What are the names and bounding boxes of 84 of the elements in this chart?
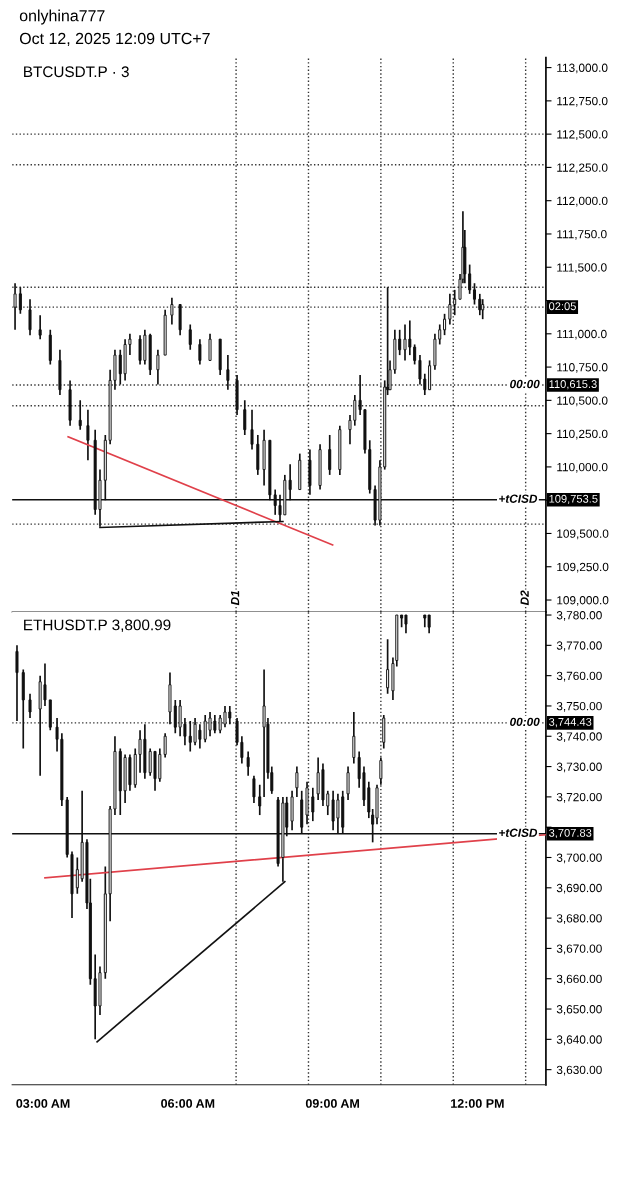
y-tick-label: 3,670.00 xyxy=(556,944,602,955)
candlestick xyxy=(418,354,422,386)
candlestick xyxy=(38,314,42,340)
candlestick xyxy=(404,614,408,635)
candlestick xyxy=(250,408,254,451)
y-tick-label: 3,660.00 xyxy=(556,974,602,985)
ref-line-label: 109,753.5 xyxy=(549,494,598,505)
y-tick-label: 3,730.00 xyxy=(556,762,602,773)
y-tick-label: 110,250.0 xyxy=(557,429,608,440)
y-tick-label: 109,000.0 xyxy=(557,596,609,606)
candlestick xyxy=(246,750,250,777)
y-tick-label: 3,720.00 xyxy=(556,792,602,803)
y-tick-label: 3,630.00 xyxy=(556,1065,602,1076)
y-tick-label: 3,640.00 xyxy=(556,1035,602,1046)
candlestick xyxy=(18,286,22,315)
y-tick-label: 112,500.0 xyxy=(557,130,608,140)
ref-line-label: 3,707.83 xyxy=(549,828,592,839)
candlestick xyxy=(262,668,266,798)
ref-line-label: 110,615.3 xyxy=(549,380,597,390)
y-tick-label: 3,770.00 xyxy=(556,641,602,652)
candlestick xyxy=(427,614,431,635)
y-tick-label: 113,000.0 xyxy=(557,63,608,74)
y-tick-label: 3,690.00 xyxy=(556,883,602,894)
y-tick-label: 112,250.0 xyxy=(557,163,608,174)
y-tick-label: 3,780.00 xyxy=(556,611,602,621)
candlestick xyxy=(379,756,383,786)
candlestick xyxy=(448,293,452,326)
candlestick xyxy=(13,282,17,331)
y-tick-label: 112,000.0 xyxy=(557,196,608,207)
chart-title: BTCUSDT.P · 3 xyxy=(24,66,129,78)
candlestick xyxy=(346,765,350,801)
y-tick-label: 111,750.0 xyxy=(557,230,607,240)
candlestick xyxy=(156,348,160,386)
candlestick xyxy=(188,323,192,351)
annotation: +tCISD xyxy=(499,494,538,503)
candlestick xyxy=(28,692,32,719)
candlestick xyxy=(28,298,32,336)
x-tick-label: 09:00 AM xyxy=(305,1099,359,1108)
y-tick-label: 109,500.0 xyxy=(557,529,609,540)
candlestick xyxy=(428,359,432,391)
candlestick xyxy=(328,434,332,476)
x-tick-label: 06:00 AM xyxy=(161,1099,215,1108)
candlestick xyxy=(443,313,447,336)
annotation: 02:05 xyxy=(549,302,576,311)
y-tick-label: 109,250.0 xyxy=(557,562,609,573)
annotation: 00:00 xyxy=(510,379,540,389)
x-tick-label: 03:00 AM xyxy=(16,1099,70,1108)
y-tick-label: 3,680.00 xyxy=(556,914,602,924)
y-tick-label: 3,740.00 xyxy=(556,732,602,743)
candlestick xyxy=(311,786,315,822)
y-tick-label: 112,750.0 xyxy=(557,96,608,107)
candlestick xyxy=(252,774,256,804)
candlestick xyxy=(15,644,19,722)
candlestick xyxy=(386,638,390,695)
y-tick-label: 110,000.0 xyxy=(557,462,608,473)
x-tick-label: 12:00 PM xyxy=(451,1099,504,1108)
y-tick-label: 3,760.00 xyxy=(556,671,602,682)
candlestick xyxy=(86,408,90,462)
candlestick xyxy=(78,399,82,431)
chart-title: ETHUSDT.P 3,800.99 xyxy=(24,619,171,633)
y-tick-label: 111,500.0 xyxy=(557,263,607,274)
candlestick xyxy=(295,765,299,798)
candlestick xyxy=(472,282,477,306)
candlestick xyxy=(226,354,230,391)
annotation: +tCISD xyxy=(499,828,538,837)
candlestick xyxy=(170,297,174,326)
y-tick-label: 3,700.00 xyxy=(556,853,602,864)
candlestick xyxy=(258,783,262,816)
ref-line-label: 3,744.43 xyxy=(549,717,592,728)
candlestick xyxy=(481,298,485,320)
y-tick-label: 111,000.0 xyxy=(557,329,607,340)
candlestick xyxy=(208,332,212,362)
y-tick-label: 3,650.00 xyxy=(556,1005,602,1015)
y-tick-label: 110,500.0 xyxy=(557,396,608,407)
ref-line-label: D2 xyxy=(520,590,529,606)
y-tick-label: 3,750.00 xyxy=(556,701,602,712)
text: Oct 12, 2025 12:09 UTC+7 xyxy=(19,32,210,47)
candlestick xyxy=(198,338,202,366)
text: onlyhina777 xyxy=(19,9,105,25)
candlestick xyxy=(243,399,247,436)
annotation: 00:00 xyxy=(510,717,540,726)
ref-line-label: D1 xyxy=(231,590,240,606)
candlestick xyxy=(478,293,482,317)
y-tick-label: 110,750.0 xyxy=(557,363,608,373)
